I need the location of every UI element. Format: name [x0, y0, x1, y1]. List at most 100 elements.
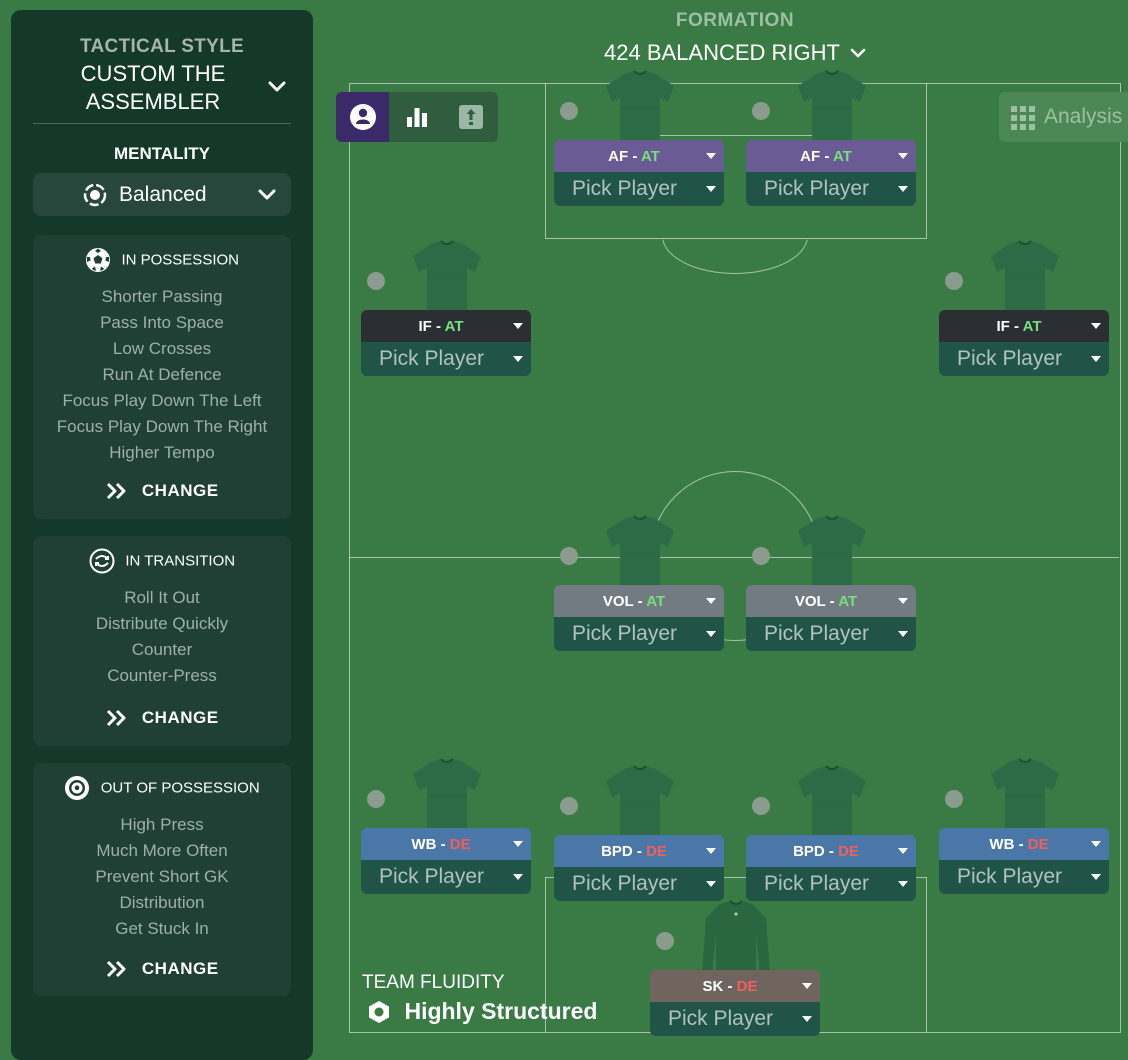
pick-player-select[interactable]: Pick Player	[361, 342, 531, 376]
dropdown-arrow-icon[interactable]	[898, 847, 908, 855]
role-label: WB - DE	[361, 836, 521, 853]
role-separator: -	[632, 843, 647, 860]
dropdown-arrow-icon[interactable]	[802, 1015, 812, 1023]
role-selector[interactable]: IF - AT	[939, 310, 1109, 342]
role-label: IF - AT	[939, 318, 1099, 335]
duty-name: DE	[646, 843, 667, 860]
pick-player-select[interactable]: Pick Player	[746, 617, 916, 651]
dropdown-arrow-icon[interactable]	[1091, 355, 1101, 363]
dropdown-arrow-icon[interactable]	[898, 630, 908, 638]
role-selector[interactable]: IF - AT	[361, 310, 531, 342]
selection-dot[interactable]	[560, 797, 578, 815]
formation-name[interactable]: 424 BALANCED RIGHT	[604, 40, 840, 65]
role-selector[interactable]: AF - AT	[554, 140, 724, 172]
out-of-possession-items: High Press Much More Often Prevent Short G…	[33, 812, 291, 942]
mentality-select[interactable]: Balanced	[33, 173, 291, 216]
selection-dot[interactable]	[367, 272, 385, 290]
selection-dot[interactable]	[560, 102, 578, 120]
player-view-button[interactable]	[336, 92, 389, 142]
role-name: BPD	[793, 843, 825, 860]
pick-player-select[interactable]: Pick Player	[554, 867, 724, 901]
pick-player-select[interactable]: Pick Player	[554, 172, 724, 206]
dropdown-arrow-icon[interactable]	[898, 597, 908, 605]
selection-dot[interactable]	[367, 790, 385, 808]
dropdown-arrow-icon[interactable]	[1091, 873, 1101, 881]
dropdown-arrow-icon[interactable]	[706, 152, 716, 160]
role-selector[interactable]: WB - DE	[361, 828, 531, 860]
duty-name: DE	[736, 978, 758, 995]
in-possession-card: IN POSSESSION Shorter Passing Pass Into S…	[33, 235, 291, 519]
dropdown-arrow-icon[interactable]	[802, 982, 812, 990]
instruction-item: Prevent Short GK	[95, 867, 229, 886]
change-label: CHANGE	[141, 481, 219, 500]
pick-player-label: Pick Player	[764, 177, 870, 200]
role-separator: -	[723, 978, 737, 995]
dropdown-arrow-icon[interactable]	[1091, 840, 1101, 848]
selection-dot[interactable]	[752, 547, 770, 565]
duty-name: AT	[832, 148, 852, 165]
change-button[interactable]: CHANGE	[33, 481, 291, 501]
person-icon	[350, 104, 376, 130]
role-separator: -	[820, 148, 833, 165]
pick-player-select[interactable]: Pick Player	[746, 172, 916, 206]
change-button[interactable]: CHANGE	[33, 708, 291, 728]
dropdown-arrow-icon[interactable]	[513, 840, 523, 848]
role-separator: -	[825, 593, 839, 610]
dropdown-arrow-icon[interactable]	[513, 355, 523, 363]
dropdown-arrow-icon[interactable]	[513, 322, 523, 330]
role-selector[interactable]: SK - DE	[650, 970, 820, 1002]
dropdown-arrow-icon[interactable]	[898, 185, 908, 193]
dropdown-arrow-icon[interactable]	[706, 597, 716, 605]
top-penalty-box	[545, 83, 927, 239]
bottom-penalty-box	[545, 877, 927, 1032]
dropdown-arrow-icon[interactable]	[706, 880, 716, 888]
dropdown-arrow-icon[interactable]	[513, 873, 523, 881]
selection-dot[interactable]	[656, 932, 674, 950]
selection-dot[interactable]	[945, 272, 963, 290]
dropdown-arrow-icon[interactable]	[1091, 322, 1101, 330]
hexagon-icon	[369, 1000, 389, 1023]
role-selector[interactable]: BPD - DE	[554, 835, 724, 867]
shirt-icon	[413, 758, 481, 832]
change-button[interactable]: CHANGE	[33, 959, 291, 979]
role-selector[interactable]: VOL - AT	[746, 585, 916, 617]
selection-dot[interactable]	[560, 547, 578, 565]
tactical-style-label: TACTICAL STYLE	[80, 36, 244, 57]
pick-player-select[interactable]: Pick Player	[554, 617, 724, 651]
pick-player-select[interactable]: Pick Player	[361, 860, 531, 894]
double-chevron-right-icon	[107, 709, 126, 727]
pick-player-select[interactable]: Pick Player	[650, 1002, 820, 1036]
pick-player-select[interactable]: Pick Player	[939, 860, 1109, 894]
analysis-button[interactable]: Analysis	[999, 92, 1128, 142]
dropdown-arrow-icon[interactable]	[706, 847, 716, 855]
pick-player-label: Pick Player	[957, 865, 1063, 888]
role-selector[interactable]: WB - DE	[939, 828, 1109, 860]
selection-dot[interactable]	[752, 102, 770, 120]
pick-player-select[interactable]: Pick Player	[939, 342, 1109, 376]
chevron-down-icon	[258, 189, 276, 200]
pick-player-select[interactable]: Pick Player	[746, 867, 916, 901]
duty-name: AT	[838, 593, 858, 610]
stats-view-button[interactable]	[390, 92, 443, 142]
pick-player-label: Pick Player	[572, 177, 678, 200]
role-selector[interactable]: AF - AT	[746, 140, 916, 172]
dropdown-arrow-icon[interactable]	[706, 185, 716, 193]
chevron-down-icon[interactable]	[266, 78, 288, 96]
role-selector[interactable]: BPD - DE	[746, 835, 916, 867]
instructions-view-button[interactable]	[444, 92, 497, 142]
tactical-style-name[interactable]: CUSTOM THE ASSEMBLER	[80, 61, 226, 114]
selection-dot[interactable]	[945, 790, 963, 808]
selection-dot[interactable]	[752, 797, 770, 815]
dropdown-arrow-icon[interactable]	[706, 630, 716, 638]
role-separator: -	[1014, 836, 1028, 853]
dropdown-arrow-icon[interactable]	[898, 152, 908, 160]
duty-name: AT	[646, 593, 666, 610]
team-fluidity-value[interactable]: Highly Structured	[368, 998, 597, 1025]
pick-player-label: Pick Player	[379, 347, 485, 370]
analysis-label: Analysis	[1044, 105, 1123, 128]
role-name: WB	[989, 836, 1015, 853]
role-selector[interactable]: VOL - AT	[554, 585, 724, 617]
chevron-down-icon[interactable]	[849, 46, 867, 60]
in-possession-title: IN POSSESSION	[121, 251, 239, 269]
dropdown-arrow-icon[interactable]	[898, 880, 908, 888]
